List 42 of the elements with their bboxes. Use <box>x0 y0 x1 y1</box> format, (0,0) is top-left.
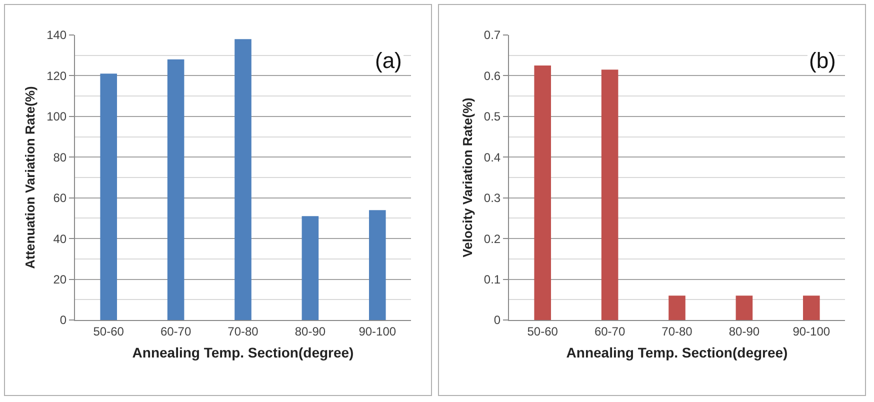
bar <box>167 59 184 320</box>
bar <box>601 70 618 320</box>
x-axis-title: Annealing Temp. Section(degree) <box>132 344 354 361</box>
bar <box>668 296 686 320</box>
x-tick-label: 50-60 <box>527 324 558 338</box>
x-tick-label: 60-70 <box>594 324 626 338</box>
x-tick-label: 60-70 <box>160 324 192 338</box>
bar <box>369 210 386 320</box>
y-tick-label: 40 <box>53 232 67 246</box>
y-tick-label: 20 <box>53 272 67 286</box>
y-tick-label: 0.3 <box>484 191 501 206</box>
annotation: (b) <box>809 48 836 73</box>
x-tick-label: 90-100 <box>792 324 830 338</box>
y-tick-label: 60 <box>53 191 67 206</box>
y-tick-label: 0.5 <box>484 110 501 124</box>
x-axis-title: Annealing Temp. Section(degree) <box>566 344 788 361</box>
y-tick-label: 120 <box>46 68 67 83</box>
bar <box>234 39 252 320</box>
x-tick-label: 80-90 <box>728 324 760 338</box>
bar <box>736 296 753 320</box>
y-tick-label: 100 <box>46 110 67 124</box>
x-tick-label: 70-80 <box>228 324 259 338</box>
y-tick-label: 140 <box>46 28 67 42</box>
y-tick-label: 0.4 <box>484 150 501 164</box>
x-tick-label: 90-100 <box>358 324 396 338</box>
x-tick-label: 50-60 <box>93 324 124 338</box>
y-tick-label: 0 <box>494 313 501 328</box>
y-tick-label: 0.6 <box>484 68 501 83</box>
annotation: (a) <box>375 48 402 73</box>
bar <box>534 66 551 320</box>
x-tick-label: 80-90 <box>294 324 326 338</box>
y-tick-label: 0.2 <box>484 232 501 246</box>
y-tick-label: 80 <box>53 150 67 164</box>
y-tick-label: 0 <box>60 313 67 328</box>
y-axis-title: Velocity Variation Rate(%) <box>460 98 475 258</box>
y-tick-label: 0.7 <box>484 28 501 42</box>
x-tick-label: 70-80 <box>662 324 693 338</box>
bar <box>100 74 117 320</box>
bar <box>803 296 820 320</box>
y-axis-title: Attenuation Variation Rate(%) <box>22 86 38 269</box>
y-tick-label: 0.1 <box>484 272 501 286</box>
bar <box>302 216 319 320</box>
